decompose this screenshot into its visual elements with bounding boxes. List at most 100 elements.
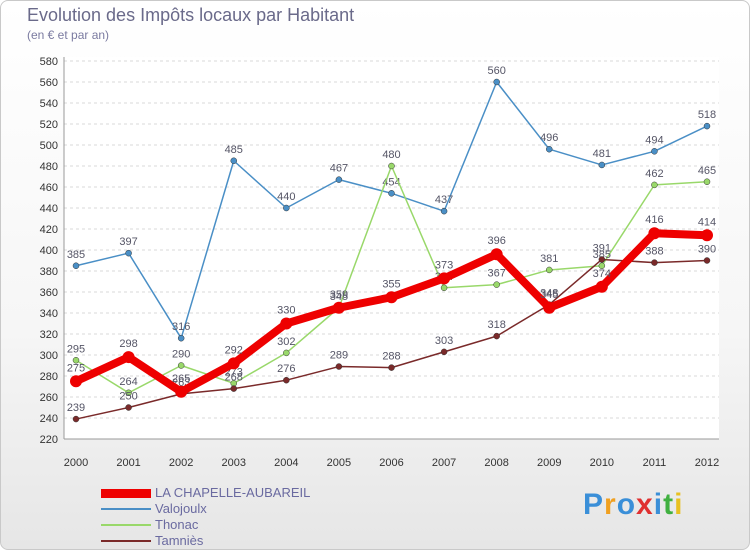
x-tick-label: 2007	[432, 457, 456, 469]
data-label: 355	[382, 278, 400, 290]
legend-label: Tamniès	[155, 533, 204, 548]
chart-subtitle: (en € et par an)	[27, 28, 110, 42]
data-point	[440, 284, 448, 292]
data-point	[440, 348, 448, 356]
x-tick-label: 2011	[643, 457, 667, 469]
logo-letter: P	[583, 488, 605, 521]
data-label: 359	[330, 289, 348, 301]
data-label: 292	[225, 344, 243, 356]
data-point	[280, 317, 293, 330]
legend-swatch	[101, 508, 151, 510]
data-label: 264	[119, 376, 137, 388]
data-point	[283, 349, 290, 357]
data-label: 367	[487, 268, 505, 280]
y-tick-label: 560	[40, 77, 58, 89]
logo-letter: o	[616, 488, 637, 521]
logo-letter: i	[653, 488, 664, 521]
data-point	[332, 301, 345, 314]
data-label: 345	[540, 289, 558, 301]
x-tick-label: 2004	[274, 457, 298, 469]
data-label: 268	[225, 372, 243, 384]
data-point	[595, 280, 608, 293]
data-point	[388, 162, 395, 170]
data-point	[230, 157, 237, 164]
data-point	[438, 272, 451, 285]
data-label: 485	[225, 144, 243, 156]
data-point	[703, 122, 711, 130]
data-point	[546, 266, 553, 274]
data-label: 374	[593, 268, 611, 280]
data-point	[335, 176, 343, 183]
data-label: 396	[487, 235, 505, 247]
data-label: 465	[698, 165, 716, 177]
logo-letter: t	[663, 488, 675, 521]
plot-area	[64, 57, 719, 439]
y-tick-label: 540	[40, 98, 58, 110]
data-point	[546, 145, 553, 153]
data-point	[493, 332, 500, 340]
data-label: 288	[382, 351, 400, 363]
legend-label: LA CHAPELLE-AUBAREIL	[155, 485, 311, 500]
data-label: 348	[540, 288, 558, 300]
data-point	[651, 259, 658, 266]
data-label: 373	[435, 259, 453, 271]
data-label: 518	[698, 109, 716, 121]
chart-title: Evolution des Impôts locaux par Habitant	[27, 5, 355, 25]
data-point	[440, 207, 448, 215]
data-label: 239	[67, 402, 85, 414]
data-point	[72, 262, 80, 269]
data-label: 462	[645, 168, 663, 180]
data-point	[125, 249, 132, 257]
data-label: 302	[277, 336, 295, 348]
data-label: 388	[645, 246, 663, 258]
data-label: 496	[540, 132, 558, 144]
data-label: 481	[593, 148, 611, 160]
data-point	[125, 404, 132, 411]
data-label: 560	[487, 65, 505, 77]
y-tick-label: 220	[40, 434, 58, 446]
data-point	[493, 281, 500, 288]
data-label: 276	[277, 363, 295, 375]
y-tick-label: 360	[40, 287, 58, 299]
x-tick-label: 2008	[484, 457, 508, 469]
data-label: 275	[67, 362, 85, 374]
data-label: 385	[593, 249, 611, 261]
data-point	[598, 262, 606, 269]
logo-letter: x	[636, 488, 654, 521]
data-point	[283, 376, 290, 384]
y-tick-label: 320	[40, 329, 58, 341]
legend-label: Valojoulx	[155, 501, 207, 516]
data-label: 330	[277, 305, 295, 317]
y-tick-label: 460	[40, 182, 58, 194]
data-point	[385, 291, 398, 304]
data-point	[598, 161, 606, 169]
data-label: 250	[119, 391, 137, 403]
data-point	[72, 415, 80, 423]
legend-label: Thonac	[155, 517, 199, 532]
data-label: 391	[593, 242, 611, 254]
x-tick-label: 2012	[695, 457, 719, 469]
data-label: 316	[172, 321, 190, 333]
data-point	[70, 375, 82, 388]
data-label: 298	[119, 338, 137, 350]
data-label: 437	[435, 194, 453, 206]
y-tick-label: 500	[40, 140, 58, 152]
x-tick-label: 2006	[379, 457, 403, 469]
data-point	[598, 256, 606, 263]
data-label: 390	[698, 244, 716, 256]
data-point	[493, 78, 500, 86]
y-tick-label: 340	[40, 308, 58, 320]
data-label: 416	[645, 214, 663, 226]
x-tick-label: 2005	[327, 457, 351, 469]
y-tick-label: 380	[40, 266, 58, 278]
x-tick-label: 2002	[169, 457, 193, 469]
data-label: 467	[330, 163, 348, 175]
x-tick-label: 2003	[222, 457, 246, 469]
data-point	[227, 357, 240, 370]
legend-swatch	[101, 489, 151, 498]
data-label: 318	[487, 319, 505, 331]
data-point	[543, 301, 556, 314]
legend-swatch	[101, 524, 151, 526]
